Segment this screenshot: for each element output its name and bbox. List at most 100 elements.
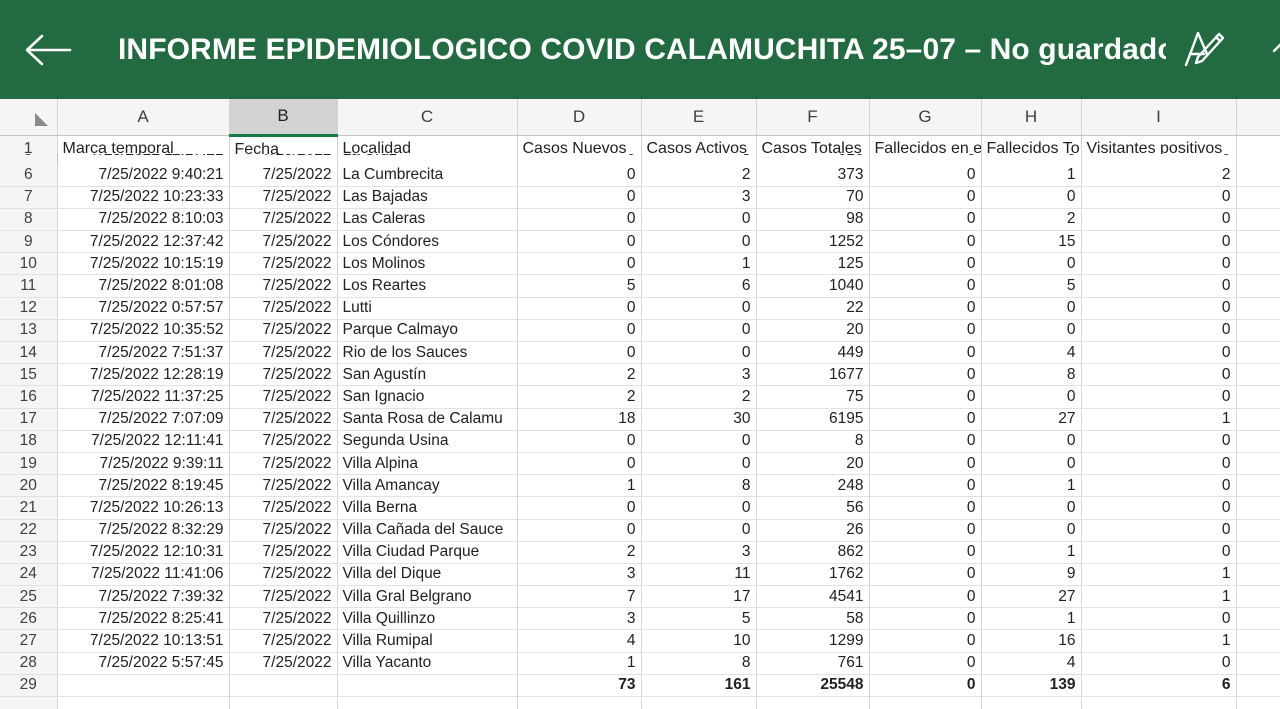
cell-fecha[interactable]: 7/25/2022	[229, 408, 338, 431]
cell-blank[interactable]	[1236, 341, 1280, 365]
cell-localidad[interactable]: Lutti	[337, 297, 518, 320]
cell-casos-nuevos[interactable]: 1	[517, 474, 642, 498]
cell-casos-nuevos[interactable]: 2	[517, 385, 642, 409]
cell-casos-totales[interactable]: 4541	[756, 585, 870, 609]
cell-fecha[interactable]: 7/25/2022	[229, 430, 338, 453]
cell-marca-temporal[interactable]: 7/25/2022 10:15:19	[57, 252, 230, 276]
header-cell-fecha[interactable]: Fecha	[229, 135, 338, 165]
cell-fallecidos-totales[interactable]: 1	[981, 164, 1082, 187]
cell-fecha[interactable]: 7/25/2022	[229, 252, 338, 276]
column-header-f[interactable]: F	[756, 99, 870, 136]
cell-fallecidos-totales[interactable]: 15	[981, 230, 1082, 254]
cell-fallecidos-en[interactable]: 0	[869, 319, 982, 343]
cell-blank[interactable]	[1236, 452, 1280, 476]
header-cell-marca-temporal[interactable]: Marca temporal	[57, 135, 230, 165]
cell-casos-totales[interactable]: 26	[756, 519, 870, 542]
cell-blank[interactable]	[1236, 674, 1280, 698]
cell-localidad[interactable]: Segunda Usina	[337, 430, 518, 453]
cell-localidad[interactable]: Villa Quillinzo	[337, 607, 518, 631]
cell-casos-activos[interactable]: 0	[641, 230, 757, 254]
cell-localidad[interactable]: San Agustín	[337, 363, 518, 387]
cell-marca-temporal[interactable]: 7/25/2022 8:10:03	[57, 208, 230, 232]
column-header-e[interactable]: E	[641, 99, 757, 136]
row-number[interactable]: 12	[0, 297, 58, 320]
cell-localidad[interactable]: Santa Rosa de Calamu	[337, 408, 518, 431]
cell-casos-totales[interactable]: 70	[756, 186, 870, 209]
cell-fallecidos-en[interactable]: 0	[869, 496, 982, 520]
cell-casos-nuevos[interactable]: 4	[517, 629, 642, 653]
cell-visitantes-positivos[interactable]: 0	[1081, 230, 1237, 254]
cell-fallecidos-en[interactable]: 0	[869, 674, 982, 698]
cell-fallecidos-en[interactable]: 0	[869, 252, 982, 276]
cell-casos-nuevos[interactable]: 18	[517, 408, 642, 431]
cell-fecha[interactable]: 7/25/2022	[229, 496, 338, 520]
cell-localidad[interactable]: Villa Rumipal	[337, 629, 518, 653]
cell-marca-temporal[interactable]: 7/25/2022 12:11:41	[57, 430, 230, 453]
column-header-j[interactable]	[1236, 99, 1280, 136]
header-cell-visitantes-positivos[interactable]: Visitantes positivos	[1081, 135, 1237, 165]
row-number[interactable]	[0, 696, 58, 709]
cell-blank[interactable]	[517, 696, 642, 709]
cell-fecha[interactable]: 7/25/2022	[229, 385, 338, 409]
cell-localidad[interactable]: Villa Ciudad Parque	[337, 541, 518, 564]
row-number[interactable]: 26	[0, 607, 58, 631]
cell-casos-nuevos[interactable]: 0	[517, 452, 642, 476]
cell-visitantes-positivos[interactable]: 1	[1081, 563, 1237, 587]
cell-blank[interactable]	[1236, 541, 1280, 564]
cell-casos-activos[interactable]: 10	[641, 629, 757, 653]
cell-blank[interactable]	[1236, 319, 1280, 343]
cell-blank[interactable]	[1236, 585, 1280, 609]
cell-casos-totales[interactable]: 6195	[756, 408, 870, 431]
cell-fecha[interactable]: 7/25/2022	[229, 274, 338, 298]
cell-fallecidos-en[interactable]: 0	[869, 186, 982, 209]
cell-blank[interactable]	[1236, 696, 1280, 709]
cell-fecha[interactable]: 7/25/2022	[229, 541, 338, 564]
cell-visitantes-positivos[interactable]: 0	[1081, 474, 1237, 498]
cell-localidad[interactable]: Villa del Dique	[337, 563, 518, 587]
cell-casos-totales[interactable]: 1299	[756, 629, 870, 653]
cell-blank[interactable]	[57, 696, 230, 709]
cell-marca-temporal[interactable]: 7/25/2022 10:35:52	[57, 319, 230, 343]
cell-casos-nuevos[interactable]: 73	[517, 674, 642, 698]
cell-localidad[interactable]: Los Molinos	[337, 252, 518, 276]
cell-fecha[interactable]: 7/25/2022	[229, 585, 338, 609]
cell-casos-activos[interactable]: 0	[641, 452, 757, 476]
cell-blank[interactable]	[1236, 430, 1280, 453]
cell-blank[interactable]	[1081, 696, 1237, 709]
cell-marca-temporal[interactable]: 7/25/2022 7:07:09	[57, 408, 230, 431]
cell-fallecidos-en[interactable]: 0	[869, 274, 982, 298]
cell-visitantes-positivos[interactable]: 0	[1081, 496, 1237, 520]
row-number[interactable]: 18	[0, 430, 58, 453]
cell-blank[interactable]	[1236, 186, 1280, 209]
cell-blank[interactable]	[337, 696, 518, 709]
column-header-b[interactable]: B	[229, 99, 338, 137]
cell-fecha[interactable]: 7/25/2022	[229, 297, 338, 320]
cell-fecha[interactable]: 7/25/2022	[229, 607, 338, 631]
cell-blank[interactable]	[1236, 607, 1280, 631]
cell-casos-nuevos[interactable]: 0	[517, 186, 642, 209]
column-header-a[interactable]: A	[57, 99, 230, 136]
cell-casos-totales[interactable]: 98	[756, 208, 870, 232]
cell-fallecidos-totales[interactable]: 4	[981, 341, 1082, 365]
cell-casos-activos[interactable]: 0	[641, 430, 757, 453]
cell-casos-nuevos[interactable]: 1	[517, 652, 642, 675]
cell-blank[interactable]	[1236, 297, 1280, 320]
spreadsheet-grid[interactable]: A B C D E F G H I 1 Marca temporal Fecha…	[0, 99, 1280, 709]
cell-fallecidos-en[interactable]: 0	[869, 519, 982, 542]
cell-casos-nuevos[interactable]: 5	[517, 274, 642, 298]
cell-localidad[interactable]: La Cumbrecita	[337, 164, 518, 187]
cell-visitantes-positivos[interactable]: 0	[1081, 385, 1237, 409]
cell-marca-temporal[interactable]: 7/25/2022 12:28:19	[57, 363, 230, 387]
cell-blank[interactable]	[229, 696, 338, 709]
cell-visitantes-positivos[interactable]: 0	[1081, 430, 1237, 453]
cell-blank[interactable]	[1236, 385, 1280, 409]
row-number[interactable]: 11	[0, 274, 58, 298]
cell-localidad[interactable]: Villa Yacanto	[337, 652, 518, 675]
cell-casos-nuevos[interactable]: 0	[517, 496, 642, 520]
cell-casos-nuevos[interactable]: 0	[517, 252, 642, 276]
cell-fallecidos-totales[interactable]: 1	[981, 474, 1082, 498]
cell-visitantes-positivos[interactable]: 2	[1081, 164, 1237, 187]
cell-casos-totales[interactable]: 1762	[756, 563, 870, 587]
cell-fallecidos-totales[interactable]: 0	[981, 430, 1082, 453]
row-number[interactable]: 6	[0, 164, 58, 187]
